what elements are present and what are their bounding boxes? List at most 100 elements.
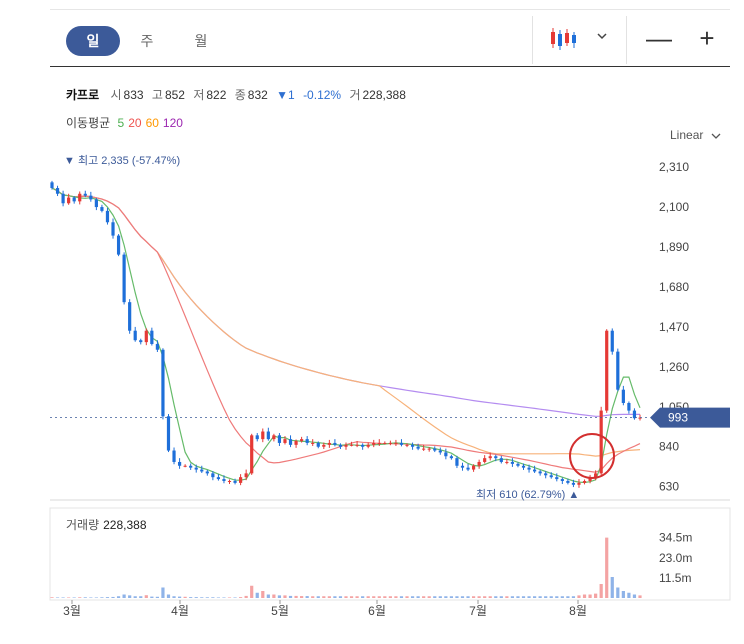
candle-body: [333, 442, 337, 445]
volume-bar: [632, 594, 637, 598]
scale-selector[interactable]: Linear: [670, 128, 721, 142]
volume-panel-value: 228,388: [103, 518, 147, 532]
candle-body: [288, 439, 293, 445]
ma-60: 60: [145, 116, 159, 130]
candle-body: [527, 467, 531, 470]
volume-bar: [205, 597, 209, 598]
volume-bar: [510, 596, 515, 598]
low-value: 822: [206, 88, 227, 102]
volume-bar: [449, 596, 453, 598]
candle-body: [277, 435, 282, 443]
candle-body: [94, 199, 98, 208]
stock-name: 카프로: [66, 88, 100, 102]
candle-body: [510, 461, 515, 464]
volume-panel-title: 거래량 228,388: [66, 516, 147, 533]
volume-bar: [144, 595, 148, 598]
volume-bar: [50, 597, 54, 598]
volume-bar: [594, 593, 598, 598]
volume-bar: [427, 596, 431, 598]
volume-bar: [544, 596, 548, 598]
volume-bar: [582, 594, 587, 598]
tab-monthly[interactable]: 월: [194, 33, 208, 49]
volume-bar: [272, 594, 276, 598]
volume-bar: [588, 594, 592, 598]
volume-bar: [605, 537, 609, 598]
volume-bar: [433, 596, 437, 598]
tab-weekly[interactable]: 주: [140, 33, 154, 49]
candle-body: [133, 330, 137, 341]
volume-bar: [227, 597, 232, 598]
volume-bar: [116, 596, 121, 598]
candle-body: [305, 439, 309, 443]
candle-body: [316, 442, 320, 447]
candle-body: [100, 207, 104, 211]
volume-bar: [621, 591, 625, 598]
candle-body: [166, 416, 171, 451]
x-tick-label: 4월: [171, 604, 189, 618]
candle-body: [255, 435, 259, 440]
candle-body: [383, 442, 387, 444]
candle-body: [494, 456, 498, 459]
volume-bar: [571, 596, 576, 598]
candle-body: [372, 442, 376, 445]
candle-body: [621, 389, 625, 403]
candle-body: [466, 467, 470, 470]
volume-bar: [361, 596, 365, 598]
volume-bar: [344, 596, 348, 598]
candle-body: [78, 193, 82, 202]
candle-body: [250, 435, 254, 474]
volume-bar: [211, 597, 215, 598]
y-tick-label: 2,310: [659, 160, 689, 174]
candle-body: [189, 465, 193, 468]
candle-body: [366, 444, 370, 447]
candle-body: [521, 465, 526, 468]
candle-body: [560, 479, 564, 481]
volume-bar: [277, 595, 282, 598]
volume-bar: [477, 596, 481, 598]
volume-bar: [222, 597, 226, 598]
volume-bar: [527, 596, 531, 598]
volume-bar: [288, 595, 293, 598]
candle-body: [55, 188, 60, 194]
low-annotation: 최저 610 (62.79%) ▲: [476, 488, 579, 501]
volume-bar: [610, 577, 614, 598]
x-tick-label: 6월: [368, 604, 386, 618]
zoom-in-button[interactable]: +: [699, 23, 715, 53]
candle-body: [616, 351, 620, 390]
open-value: 833: [123, 88, 144, 102]
zoom-out-button[interactable]: —: [646, 23, 672, 53]
candle-body: [483, 458, 487, 462]
volume-tick-label: 11.5m: [659, 571, 691, 585]
highlight-circle: [569, 433, 615, 479]
volume-bar: [200, 597, 204, 598]
candle-body: [300, 439, 304, 442]
chevron-down-icon: [711, 133, 721, 139]
candlestick-icon[interactable]: [548, 26, 580, 52]
candle-body: [83, 193, 87, 196]
volume-bar: [399, 596, 404, 598]
candle-body: [139, 340, 143, 343]
ohlc-summary: 카프로 시 833 고 852 저 822 종 832 ▼1 -0.12% 거 228,3…: [66, 86, 411, 103]
candle-body: [571, 482, 576, 485]
candle-body: [177, 461, 182, 466]
volume-label: 거: [349, 88, 361, 102]
candle-body: [222, 479, 226, 481]
candle-body: [322, 444, 326, 447]
candle-body: [594, 473, 598, 478]
candle-body: [183, 465, 187, 467]
volume-bar: [83, 597, 87, 598]
y-tick-label: 1,680: [659, 280, 689, 294]
high-value: 852: [164, 88, 185, 102]
tab-daily[interactable]: 일: [66, 26, 120, 56]
volume-bar: [549, 596, 553, 598]
volume-bar: [105, 597, 110, 598]
chevron-down-icon[interactable]: [596, 30, 608, 45]
volume-bar: [183, 596, 187, 598]
candle-body: [200, 469, 204, 472]
volume-bar: [349, 596, 354, 598]
volume-bar: [516, 596, 520, 598]
volume-bar: [388, 596, 392, 598]
x-tick-label: 5월: [271, 604, 289, 618]
y-tick-label: 1,890: [659, 240, 689, 254]
volume-bar: [316, 596, 320, 598]
